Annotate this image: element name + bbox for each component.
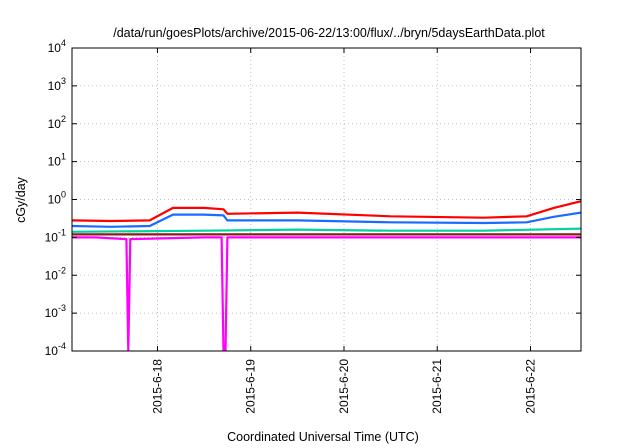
y-tick-exponent: 1 [61,152,66,162]
y-tick-label: 102 [48,114,66,131]
y-tick-exponent: -3 [58,303,66,313]
y-tick-exponent: -1 [58,227,66,237]
x-tick-label: 2015-6-20 [337,359,351,414]
series-line-5 [72,236,581,351]
grid [72,48,581,351]
y-tick-label: 103 [48,76,66,93]
x-tick-label: 2015-6-21 [430,359,444,414]
series-layer [72,200,581,351]
y-tick-exponent: -2 [58,265,66,275]
y-tick-label: 10-3 [45,303,66,320]
y-tick-label: 101 [48,152,66,169]
x-axis: 2015-6-18 2015-6-19 2015-6-20 2015-6-21 2015… [150,48,537,414]
y-tick-exponent: 4 [61,38,66,48]
y-tick-label: 104 [48,38,66,55]
y-tick-exponent: 2 [61,114,66,124]
y-axis-label: cGy/day [14,176,28,223]
series-line-1 [72,200,581,223]
y-tick-label: 100 [48,190,66,207]
series-line-3 [72,227,581,233]
series-line-2 [72,211,581,228]
y-tick-label: 10-2 [45,265,66,282]
x-axis-label: Coordinated Universal Time (UTC) [227,430,419,444]
y-tick-label: 10-1 [45,227,66,244]
chart-title: /data/run/goesPlots/archive/2015-06-22/1… [113,26,545,40]
y-tick-exponent: 3 [61,76,66,86]
x-tick-label: 2015-6-18 [150,359,164,414]
y-tick-exponent: -4 [58,341,66,351]
x-tick-label: 2015-6-19 [244,359,258,414]
y-tick-label: 10-4 [45,341,66,358]
y-tick-exponent: 0 [61,190,66,200]
x-tick-label: 2015-6-22 [523,359,537,414]
